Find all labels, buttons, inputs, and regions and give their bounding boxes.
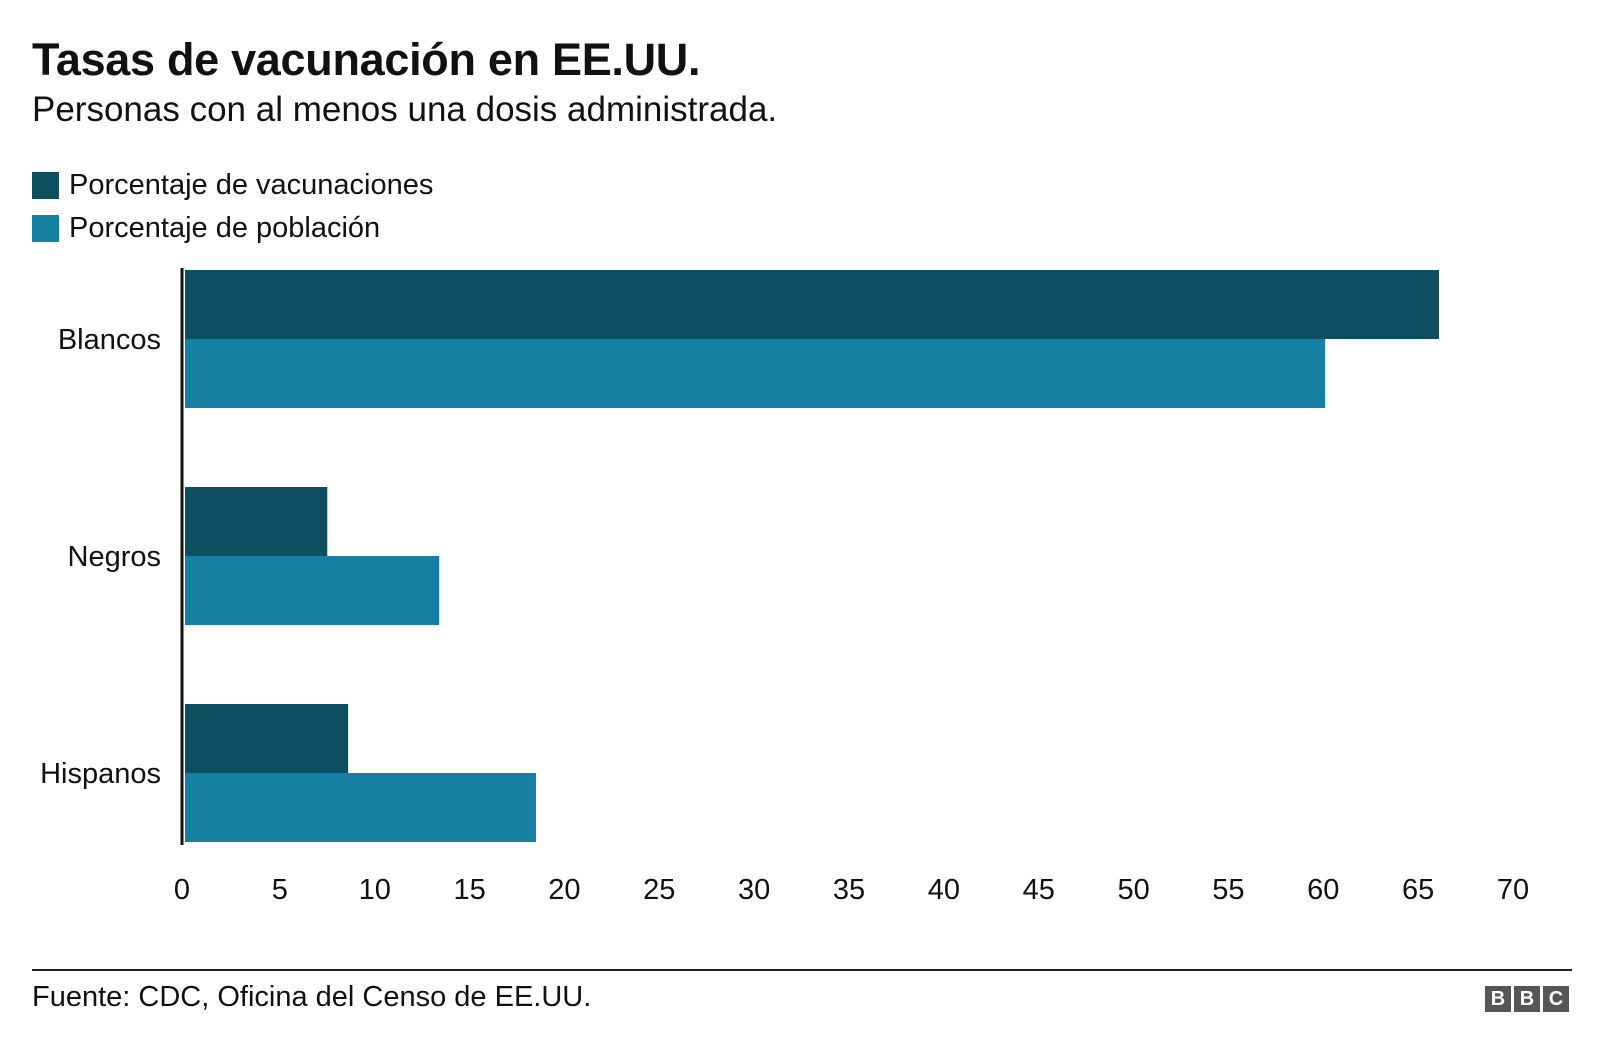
bar-hispanos-poblacion (185, 773, 536, 842)
x-tick-label: 15 (453, 874, 485, 906)
bar-negros-vacunaciones (185, 487, 328, 556)
legend-item-poblacion: Porcentaje de población (32, 207, 433, 250)
legend: Porcentaje de vacunaciones Porcentaje de… (32, 164, 433, 250)
x-tick-label: 65 (1402, 874, 1434, 906)
bbc-logo-letter: C (1543, 986, 1569, 1012)
legend-swatch-vacunaciones (32, 172, 59, 199)
bar-hispanos-vacunaciones (185, 704, 349, 773)
chart-title: Tasas de vacunación en EE.UU. (32, 34, 701, 85)
bar-negros-poblacion (185, 556, 440, 625)
legend-item-vacunaciones: Porcentaje de vacunaciones (32, 164, 433, 207)
legend-label-poblacion: Porcentaje de población (69, 212, 381, 244)
x-tick-label: 70 (1497, 874, 1529, 906)
bar-chart: Blancos Negros Hispanos 0 5 10 15 20 25 30 35 40 45 5… (40, 268, 1529, 906)
x-tick-label: 10 (359, 874, 391, 906)
x-tick-label: 55 (1212, 874, 1244, 906)
category-label: Blancos (58, 324, 161, 356)
x-tick-label: 60 (1307, 874, 1339, 906)
bbc-logo-letter: B (1485, 986, 1511, 1012)
x-tick-label: 35 (833, 874, 865, 906)
bar-blancos-vacunaciones (185, 270, 1440, 339)
chart-subtitle: Personas con al menos una dosis administ… (32, 90, 778, 129)
x-tick-label: 40 (928, 874, 960, 906)
category-label: Hispanos (40, 758, 161, 790)
x-tick-label: 0 (174, 874, 190, 906)
legend-label-vacunaciones: Porcentaje de vacunaciones (69, 169, 434, 201)
bar-blancos-poblacion (185, 339, 1326, 408)
bbc-logo-letter: B (1514, 986, 1540, 1012)
x-tick-label: 5 (272, 874, 288, 906)
x-tick-label: 20 (548, 874, 580, 906)
source-note: Fuente: CDC, Oficina del Censo de EE.UU. (32, 981, 592, 1013)
x-tick-label: 30 (738, 874, 770, 906)
category-label: Negros (68, 541, 162, 573)
x-tick-label: 45 (1023, 874, 1055, 906)
bbc-logo: B B C (1485, 986, 1569, 1012)
x-tick-label: 50 (1117, 874, 1149, 906)
source-divider (32, 969, 1572, 971)
x-tick-label: 25 (643, 874, 675, 906)
legend-swatch-poblacion (32, 215, 59, 242)
